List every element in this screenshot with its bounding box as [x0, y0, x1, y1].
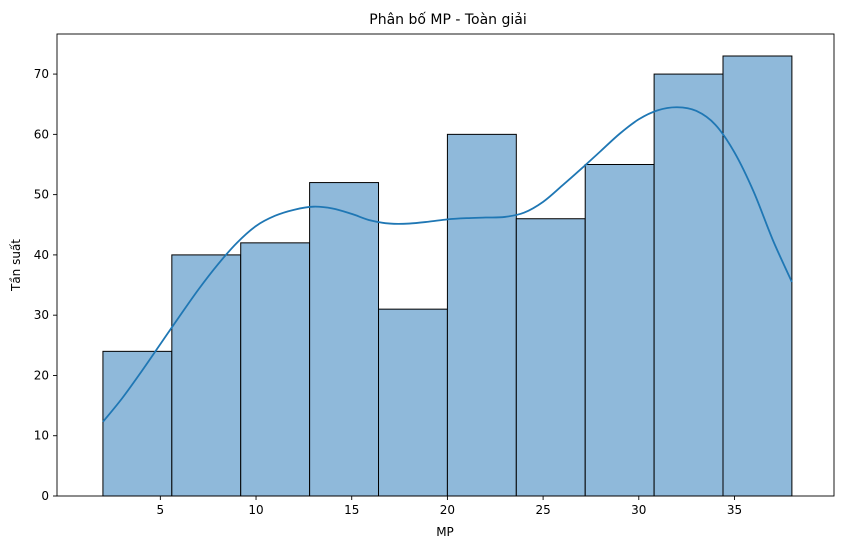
y-tick-label: 20	[34, 368, 49, 382]
histogram-bars	[102, 55, 793, 497]
x-tick-label: 35	[727, 503, 742, 517]
y-tick-label: 60	[34, 127, 49, 141]
x-axis: 5 10 15 20 25 30 35	[157, 496, 742, 517]
histogram-bar	[171, 254, 242, 497]
histogram-bar	[378, 308, 448, 497]
histogram-bar	[515, 218, 586, 497]
x-tick-label: 15	[344, 503, 359, 517]
x-tick-label: 25	[535, 503, 550, 517]
histogram-bar	[309, 182, 380, 497]
x-tick-label: 30	[631, 503, 646, 517]
plot-frame	[56, 33, 835, 497]
y-tick-label: 50	[34, 188, 49, 202]
y-axis-label: Tần suất	[9, 239, 23, 292]
histogram-bar	[446, 133, 517, 497]
histogram-bar	[240, 242, 311, 497]
y-axis: 0 10 20 30 40 50 60 70	[34, 67, 57, 503]
x-tick-label: 20	[440, 503, 455, 517]
y-tick-label: 70	[34, 67, 49, 81]
x-tick-label: 5	[157, 503, 165, 517]
chart-title: Phân bố MP - Toàn giải	[369, 11, 526, 28]
histogram-bar	[722, 55, 793, 497]
y-tick-label: 10	[34, 429, 49, 443]
y-tick-label: 40	[34, 248, 49, 262]
histogram-bar	[102, 350, 173, 497]
histogram-bar	[584, 163, 655, 497]
histogram-bar	[653, 73, 724, 497]
y-tick-label: 0	[41, 489, 49, 503]
kde-curve	[102, 106, 793, 423]
x-axis-label: MP	[436, 525, 454, 539]
x-tick-label: 10	[248, 503, 263, 517]
y-tick-label: 30	[34, 308, 49, 322]
